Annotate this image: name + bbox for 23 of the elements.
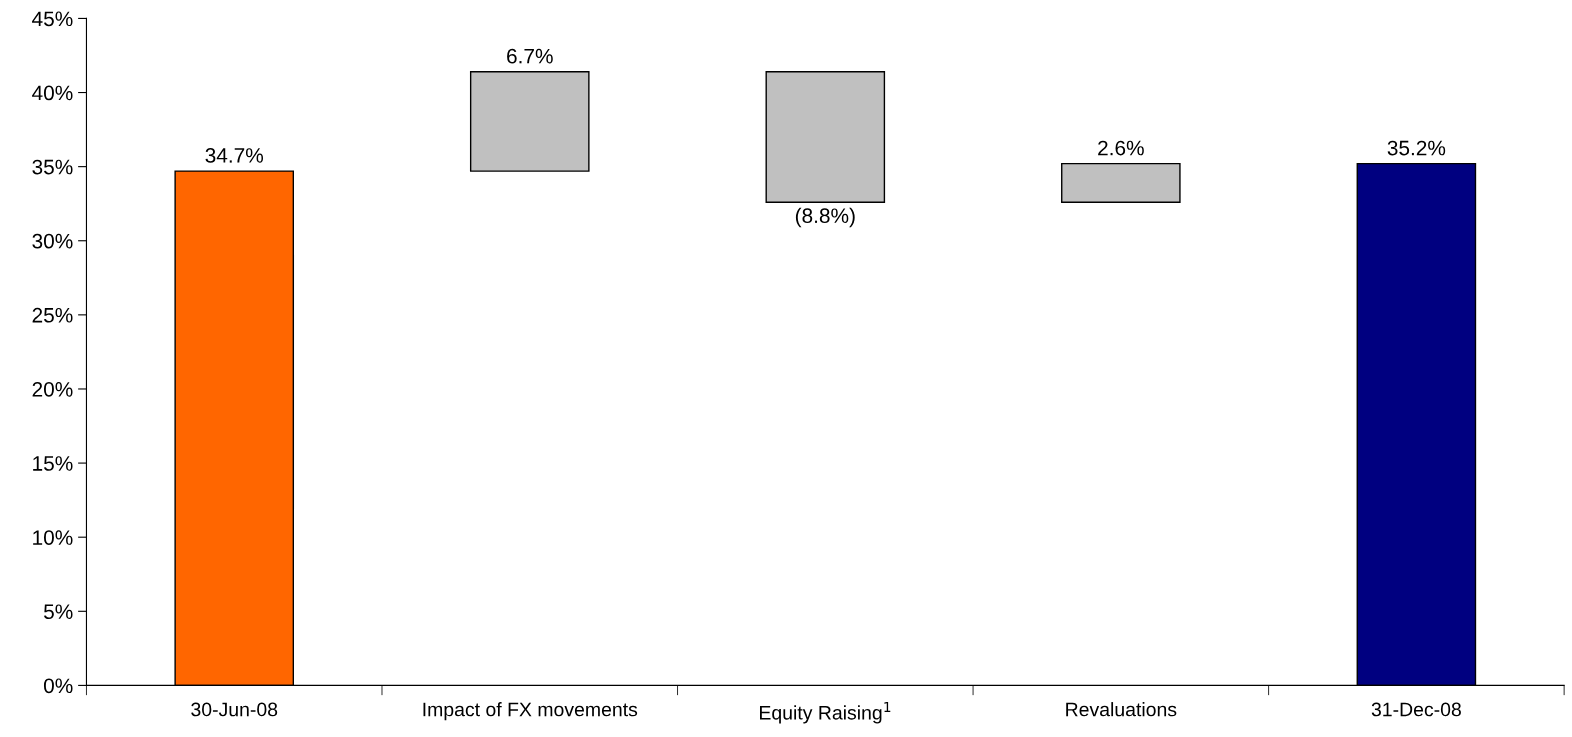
y-tick-label: 20% [32,381,73,397]
data-label: 2.6% [1098,140,1144,156]
y-tick-label: 35% [32,159,73,175]
x-tick-label: 31-Dec-08 [1371,702,1461,717]
data-label: 34.7% [205,148,264,163]
y-tick-label: 30% [32,233,73,249]
data-label: 35.2% [1387,140,1446,156]
y-tick-label: 0% [43,678,73,694]
y-tick-label: 25% [32,307,73,323]
data-label: 6.7% [507,48,553,64]
y-tick-label: 45% [32,11,73,27]
y-tick-label: 15% [33,456,73,471]
x-tick-label: 30-Jun-08 [191,702,278,717]
x-tick-label: Revaluations [1066,702,1177,717]
data-label: (8.8%) [795,207,855,228]
x-tick-label: Impact of FX movements [423,702,638,721]
x-tick-label: Equity Raising$^{1}$ [760,702,891,724]
y-tick-label: 10% [33,530,73,545]
y-tick-label: 40% [32,85,73,101]
y-tick-label: 5% [43,604,73,620]
bar [765,71,886,203]
bar [1061,162,1181,203]
bar [469,71,590,172]
